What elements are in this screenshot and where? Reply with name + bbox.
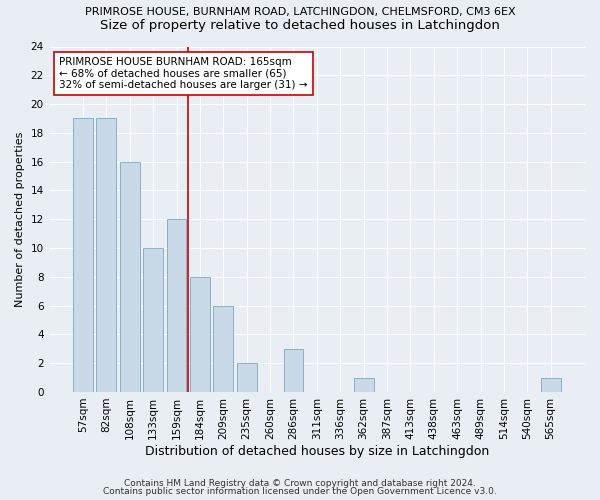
Text: Contains HM Land Registry data © Crown copyright and database right 2024.: Contains HM Land Registry data © Crown c… [124, 478, 476, 488]
Text: Contains public sector information licensed under the Open Government Licence v3: Contains public sector information licen… [103, 487, 497, 496]
Text: PRIMROSE HOUSE, BURNHAM ROAD, LATCHINGDON, CHELMSFORD, CM3 6EX: PRIMROSE HOUSE, BURNHAM ROAD, LATCHINGDO… [85, 8, 515, 18]
Bar [353, 378, 374, 392]
Bar [284, 349, 304, 392]
Bar [143, 248, 163, 392]
Bar [120, 162, 140, 392]
Bar [237, 363, 257, 392]
Text: Size of property relative to detached houses in Latchingdon: Size of property relative to detached ho… [100, 19, 500, 32]
Text: PRIMROSE HOUSE BURNHAM ROAD: 165sqm
← 68% of detached houses are smaller (65)
32: PRIMROSE HOUSE BURNHAM ROAD: 165sqm ← 68… [59, 57, 308, 90]
X-axis label: Distribution of detached houses by size in Latchingdon: Distribution of detached houses by size … [145, 444, 489, 458]
Bar [541, 378, 560, 392]
Bar [97, 118, 116, 392]
Y-axis label: Number of detached properties: Number of detached properties [15, 132, 25, 307]
Bar [73, 118, 93, 392]
Bar [167, 219, 187, 392]
Bar [190, 277, 210, 392]
Bar [214, 306, 233, 392]
